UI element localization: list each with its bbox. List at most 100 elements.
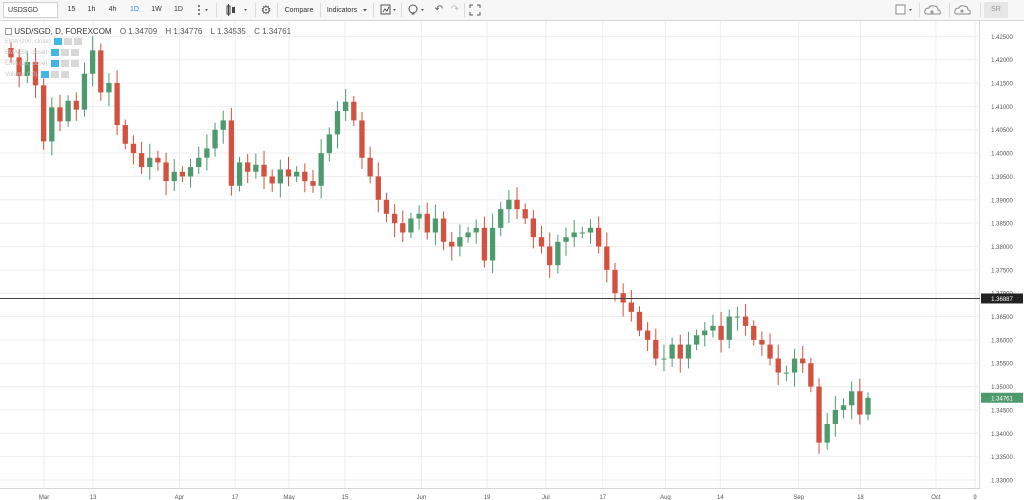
indicator-eye-icon[interactable] bbox=[51, 48, 60, 56]
candle-down bbox=[751, 325, 757, 340]
indicator-close-icon[interactable] bbox=[71, 48, 80, 56]
candle-down bbox=[522, 209, 528, 219]
legend-indicator-row[interactable]: EMA (200, close) bbox=[5, 37, 291, 48]
candle-up bbox=[710, 325, 716, 331]
candle-up bbox=[473, 227, 479, 233]
candle-down bbox=[424, 213, 430, 233]
template-icon[interactable] bbox=[376, 2, 400, 18]
user-menu-button[interactable]: SR bbox=[984, 2, 1008, 18]
legend-indicator-row[interactable]: Volume (20) bbox=[5, 70, 291, 81]
price-axis[interactable]: 1.42500 1.42000 1.41500 1.41000 1.40500 1.400… bbox=[980, 21, 1024, 488]
price-tick-label: 1.38500 bbox=[991, 222, 1013, 228]
undo-icon[interactable]: ↶ bbox=[434, 4, 444, 15]
compare-button[interactable]: Compare bbox=[284, 7, 314, 14]
candle-up bbox=[171, 171, 177, 182]
candle-down bbox=[538, 237, 545, 247]
price-tick-label: 1.40000 bbox=[991, 152, 1013, 158]
candle-down bbox=[8, 48, 14, 58]
candle-style-icon[interactable] bbox=[220, 2, 254, 18]
price-tick-label: 1.36500 bbox=[991, 315, 1013, 321]
legend-indicator-row[interactable]: EMA (20, close) bbox=[5, 59, 291, 70]
interval-1w-button[interactable]: 1W bbox=[151, 6, 162, 13]
legend-low: L 1.34535 bbox=[210, 27, 246, 36]
price-tick-label: 1.41500 bbox=[991, 82, 1013, 88]
candle-down bbox=[155, 157, 161, 163]
indicators-dropdown-icon[interactable] bbox=[361, 2, 371, 18]
candle-up bbox=[824, 423, 830, 443]
indicator-label: EMA (20, close) bbox=[5, 61, 48, 67]
time-tick-label: 15 bbox=[342, 495, 349, 500]
indicator-close-icon[interactable] bbox=[74, 37, 83, 45]
horizontal-line-price-badge bbox=[981, 293, 1023, 304]
time-axis-svg: Mar 13 Apr 17 May 15 Jun 19 Jul 17 Aug 14 Sep 18 Oct 9 bbox=[39, 495, 977, 500]
candle-up bbox=[236, 162, 243, 186]
indicator-settings-icon[interactable] bbox=[51, 70, 60, 78]
time-tick-label: 17 bbox=[232, 495, 239, 500]
indicator-eye-icon[interactable] bbox=[41, 70, 50, 78]
time-tick-label: 18 bbox=[857, 495, 864, 500]
indicator-label: Volume (20) bbox=[5, 72, 38, 78]
interval-15-button[interactable]: 15 bbox=[67, 6, 76, 13]
candle-up bbox=[783, 372, 790, 374]
candlestick-chart[interactable] bbox=[0, 21, 980, 488]
interval-1d-button[interactable]: 1D bbox=[130, 6, 139, 13]
candle-down bbox=[644, 330, 651, 340]
fullscreen-icon[interactable] bbox=[467, 2, 483, 18]
legend-high: H 1.34776 bbox=[165, 27, 203, 36]
time-tick-label: Oct bbox=[931, 495, 941, 500]
indicators-button[interactable]: Indicators bbox=[326, 7, 358, 14]
indicator-close-icon[interactable] bbox=[71, 59, 80, 67]
cloud-load-icon[interactable] bbox=[922, 2, 948, 18]
candle-down bbox=[449, 241, 455, 247]
lightbulb-icon[interactable] bbox=[404, 2, 428, 18]
cloud-save-icon[interactable] bbox=[952, 2, 978, 18]
candle-down bbox=[481, 227, 488, 261]
time-axis[interactable]: Mar 13 Apr 17 May 15 Jun 19 Jul 17 Aug 14 Sep 18 Oct 9 bbox=[0, 488, 980, 500]
candle-up bbox=[693, 335, 700, 345]
chart-pane[interactable] bbox=[0, 21, 980, 488]
gear-icon[interactable]: ⚙ bbox=[260, 3, 272, 17]
legend-indicator-row[interactable]: EMA (50, close) bbox=[5, 48, 291, 59]
candle-up bbox=[416, 213, 422, 219]
candle-up bbox=[294, 171, 300, 177]
chart-legend: USD/SGD, D, FOREXCOM O 1.34709 H 1.34776… bbox=[5, 27, 291, 81]
indicator-eye-icon[interactable] bbox=[54, 37, 63, 45]
candle-up bbox=[65, 100, 71, 122]
time-tick-label: May bbox=[283, 495, 294, 500]
candle-down bbox=[677, 344, 683, 359]
price-tick-label: 1.40500 bbox=[991, 128, 1013, 134]
interval-custom-button[interactable]: 1D bbox=[174, 6, 183, 13]
candle-up bbox=[253, 164, 259, 172]
candle-down bbox=[808, 363, 814, 387]
candle-up bbox=[587, 227, 594, 233]
time-tick-label: 17 bbox=[599, 495, 606, 500]
price-tick-label: 1.33000 bbox=[991, 479, 1013, 485]
candle-down bbox=[98, 50, 104, 93]
candle-up bbox=[726, 316, 732, 340]
time-tick-label: 9 bbox=[973, 495, 977, 500]
candle-up bbox=[326, 134, 332, 154]
candle-down bbox=[261, 164, 267, 177]
indicator-settings-icon[interactable] bbox=[61, 59, 70, 67]
interval-4h-button[interactable]: 4h bbox=[108, 6, 117, 13]
candle-down bbox=[742, 316, 749, 326]
dots-menu-icon[interactable] bbox=[192, 2, 212, 18]
candle-up bbox=[457, 237, 463, 247]
symbol-search-input[interactable]: USDSGD bbox=[3, 2, 58, 18]
candle-down bbox=[383, 199, 390, 214]
candle-down bbox=[40, 85, 47, 142]
candle-up bbox=[661, 358, 667, 360]
candle-up bbox=[669, 344, 675, 359]
layout-icon[interactable] bbox=[893, 2, 917, 18]
indicator-settings-icon[interactable] bbox=[61, 48, 70, 56]
candle-down bbox=[612, 269, 618, 294]
indicator-settings-icon[interactable] bbox=[64, 37, 73, 45]
redo-icon[interactable]: ↷ bbox=[450, 4, 460, 15]
price-tick-label: 1.34000 bbox=[991, 432, 1013, 438]
indicator-eye-icon[interactable] bbox=[51, 59, 60, 67]
legend-collapse-icon[interactable] bbox=[5, 28, 12, 36]
candle-down bbox=[138, 153, 145, 168]
price-tick-label: 1.35000 bbox=[991, 385, 1013, 391]
interval-1h-button[interactable]: 1h bbox=[87, 6, 96, 13]
indicator-close-icon[interactable] bbox=[61, 70, 70, 78]
